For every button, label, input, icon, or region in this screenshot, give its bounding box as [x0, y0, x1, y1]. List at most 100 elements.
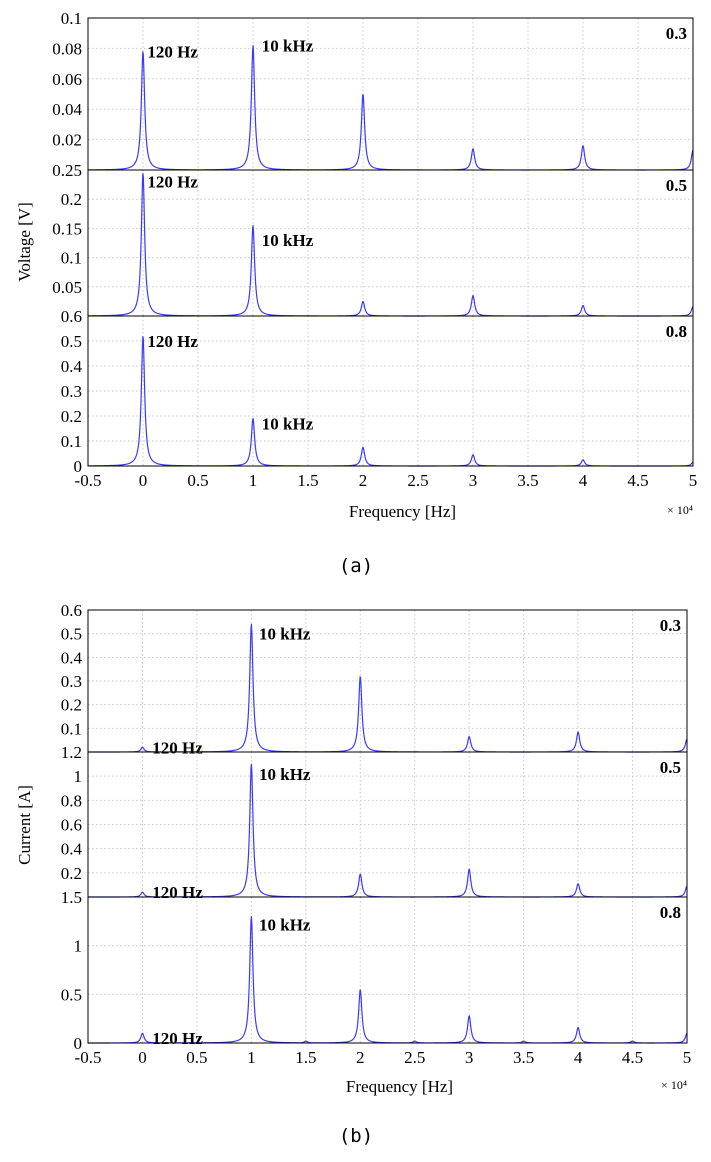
x-tick-label: 3.5 [517, 471, 538, 490]
y-axis-label: Voltage [V] [15, 202, 34, 281]
panel-label: 0.8 [666, 322, 687, 341]
spectrum-line [87, 44, 694, 171]
y-tick-label: 0.2 [61, 696, 82, 715]
panel-a-2: 0.05 0.1 0.15 0.2 0.25 0.5 120 Hz 10 kHz [52, 161, 694, 317]
y-tick-label: 0.25 [52, 161, 82, 180]
x-tick-label: 2.5 [407, 471, 428, 490]
panel-label: 0.5 [660, 758, 681, 777]
x-tick-label: 4.5 [627, 471, 648, 490]
x-tick-label: 0.5 [187, 471, 208, 490]
peak-annotation: 120 Hz [152, 738, 203, 757]
x-axis-label: Frequency [Hz] [346, 1077, 453, 1096]
spectrum-line [87, 763, 688, 898]
y-tick-label: 0.4 [61, 648, 83, 667]
x-tick-label: 0 [138, 1048, 147, 1067]
y-tick-label: 0.08 [52, 39, 82, 58]
y-tick-label: 0.2 [61, 407, 82, 426]
y-tick-label: 0.6 [61, 307, 82, 326]
x-tick-label: -0.5 [75, 471, 102, 490]
y-tick-label: 0.3 [61, 382, 82, 401]
x-axis-multiplier: × 10⁴ [661, 1078, 687, 1092]
spectrum-line [87, 916, 688, 1044]
x-axis-label: Frequency [Hz] [349, 502, 456, 521]
y-tick-label: 0 [74, 457, 83, 476]
y-axis-label: Current [A] [15, 785, 34, 865]
x-tick-label: 1.5 [297, 471, 318, 490]
x-tick-label: 0 [139, 471, 148, 490]
figure-caption: (a) [339, 555, 373, 577]
peak-annotation: 10 kHz [259, 915, 311, 934]
spectrum-line [87, 623, 688, 753]
y-tick-label: 0.2 [61, 864, 82, 883]
x-tick-label: -0.5 [75, 1048, 102, 1067]
y-tick-label: 0.5 [61, 332, 82, 351]
y-tick-label: 1.5 [61, 888, 82, 907]
x-tick-label: 5 [683, 1048, 692, 1067]
y-tick-label: 0.6 [61, 601, 82, 620]
x-tick-label: 4.5 [622, 1048, 643, 1067]
y-tick-label: 0.06 [52, 70, 82, 89]
panel-b-3: 0 0.5 1 1.5 0.8 120 Hz 10 kHz [61, 888, 688, 1053]
peak-annotation: 120 Hz [152, 883, 203, 902]
x-tick-label: 2 [359, 471, 368, 490]
peak-annotation: 120 Hz [147, 42, 198, 61]
spectrum-line [87, 172, 694, 317]
y-tick-label: 0 [74, 1034, 83, 1053]
x-tick-label: 3 [469, 471, 478, 490]
y-tick-label: 0.15 [52, 219, 82, 238]
panel-label: 0.5 [666, 176, 687, 195]
y-tick-label: 0.04 [52, 100, 82, 119]
y-tick-label: 0.5 [61, 625, 82, 644]
x-tick-label: 1.5 [295, 1048, 316, 1067]
figure-caption: (b) [339, 1125, 373, 1147]
y-tick-label: 0.1 [61, 719, 82, 738]
panel-label: 0.8 [660, 903, 681, 922]
y-tick-label: 0.4 [61, 357, 83, 376]
plot-frame [87, 896, 688, 1044]
y-tick-label: 1 [74, 937, 83, 956]
y-tick-label: 0.3 [61, 672, 82, 691]
x-axis-multiplier: × 10⁴ [667, 503, 693, 517]
panel-a-1: 0.02 0.04 0.06 0.08 0.1 0.3 120 Hz 10 kHz [52, 9, 694, 171]
y-tick-label: 0.5 [61, 985, 82, 1004]
peak-annotation: 120 Hz [147, 173, 198, 192]
peak-annotation: 10 kHz [262, 415, 314, 434]
peak-annotation: 10 kHz [259, 765, 311, 784]
plot-frame [87, 169, 694, 317]
x-tick-label: 0.5 [186, 1048, 207, 1067]
peak-annotation: 120 Hz [147, 332, 198, 351]
x-tick-label: 1 [247, 1048, 256, 1067]
x-tick-label: 5 [689, 471, 698, 490]
y-tick-label: 0.8 [61, 791, 82, 810]
y-tick-label: 0.4 [61, 840, 83, 859]
y-tick-label: 0.1 [61, 432, 82, 451]
peak-annotation: 10 kHz [262, 36, 314, 55]
y-tick-label: 1.2 [61, 743, 82, 762]
x-tick-label: 3.5 [513, 1048, 534, 1067]
panel-label: 0.3 [666, 24, 687, 43]
plot-frame [87, 17, 694, 171]
y-tick-label: 0.1 [61, 249, 82, 268]
x-tick-label: 2 [356, 1048, 365, 1067]
peak-annotation: 120 Hz [152, 1029, 203, 1048]
y-tick-label: 0.02 [52, 131, 82, 150]
panel-a-3: 0 0.1 0.2 0.3 0.4 0.5 0.6 0.8 120 Hz 10 kHz [61, 307, 694, 476]
plot-frame [87, 315, 694, 467]
peak-annotation: 10 kHz [262, 231, 314, 250]
y-tick-label: 0.05 [52, 278, 82, 297]
y-tick-label: 0.1 [61, 9, 82, 28]
peak-annotation: 10 kHz [259, 625, 311, 644]
x-tick-label: 2.5 [404, 1048, 425, 1067]
panel-b-1: 0.1 0.2 0.3 0.4 0.5 0.6 0.3 120 Hz 10 kHz [61, 601, 688, 757]
x-tick-label: 4 [579, 471, 588, 490]
x-tick-label: 3 [465, 1048, 474, 1067]
y-tick-label: 1 [74, 767, 83, 786]
panel-label: 0.3 [660, 616, 681, 635]
x-tick-label: 1 [249, 471, 258, 490]
y-tick-label: 0.2 [61, 190, 82, 209]
x-tick-label: 4 [574, 1048, 583, 1067]
panel-b-2: 0.2 0.4 0.6 0.8 1 1.2 0.5 120 Hz 10 kHz [61, 743, 688, 902]
